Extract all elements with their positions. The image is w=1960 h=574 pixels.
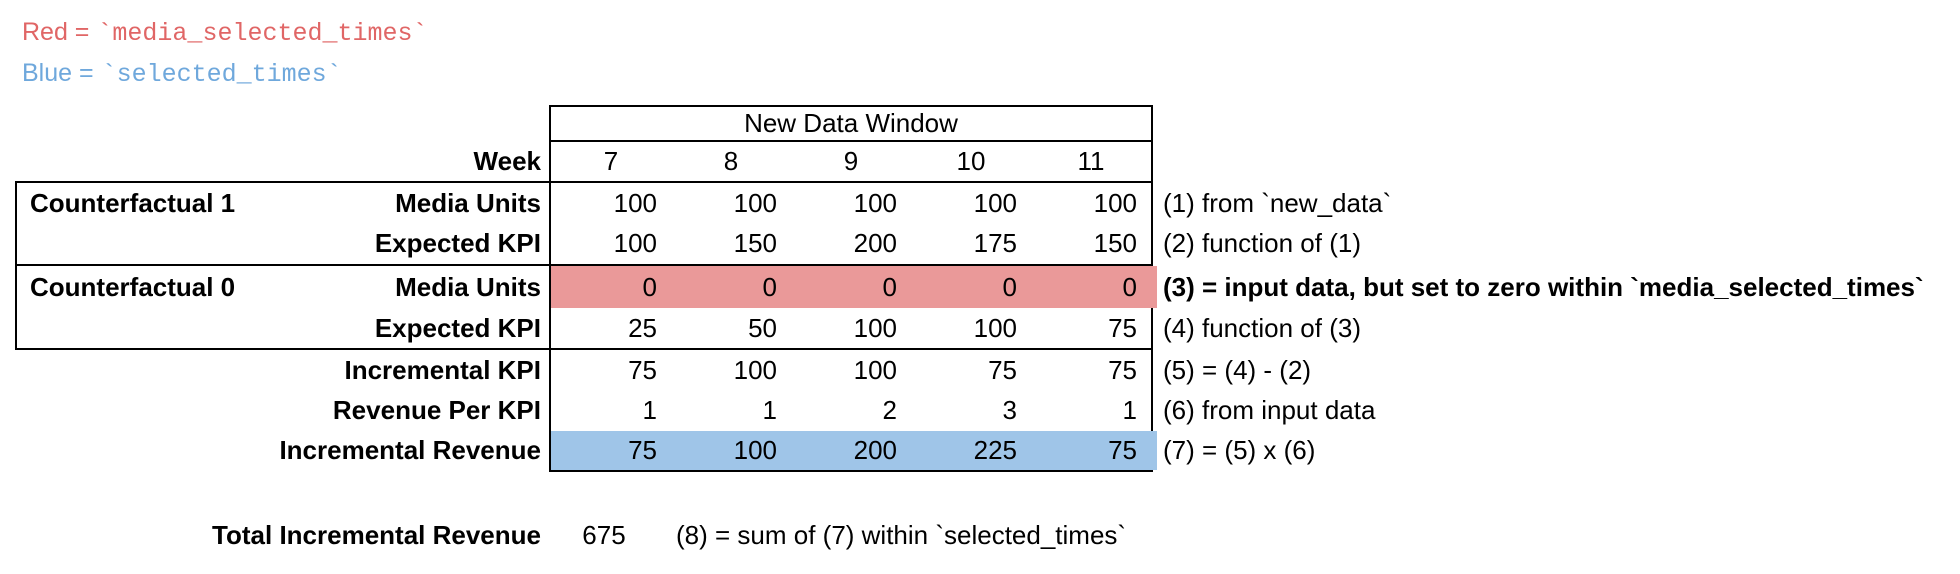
table-header: New Data Window — [744, 108, 958, 138]
table-cell: 100 — [1093, 187, 1137, 218]
row-label: Revenue Per KPI — [332, 395, 541, 425]
table-cell: 225 — [973, 435, 1017, 465]
table-cell: 75 — [1108, 354, 1137, 385]
table-cell: 200 — [853, 228, 897, 258]
row-label: Media Units — [395, 187, 541, 218]
row-annotation: (2) function of (1) — [1163, 228, 1361, 258]
legend-red-label: Red = — [22, 18, 90, 46]
legend-red-line: Red = `media_selected_times` — [22, 18, 427, 48]
row-label: Expected KPI — [374, 228, 541, 258]
row-annotation: (5) = (4) - (2) — [1163, 354, 1312, 385]
table-row: 75 100 100 75 75 — [551, 350, 1151, 390]
row-annotation: (6) from input data — [1163, 395, 1376, 425]
table-cell: 1 — [642, 395, 657, 425]
week-number: 8 — [723, 146, 739, 176]
total-label: Total Incremental Revenue — [212, 519, 541, 550]
section-box-left-border — [15, 181, 17, 350]
legend-blue-line: Blue = `selected_times` — [22, 59, 342, 89]
table-cell: 0 — [882, 271, 897, 302]
table-cell: 100 — [853, 187, 897, 218]
row-annotation: (3) = input data, but set to zero within… — [1163, 271, 1924, 302]
table-cell: 0 — [642, 271, 657, 302]
table-row-highlighted-blue: 75 100 200 225 75 — [551, 431, 1151, 470]
table-cell: 3 — [1002, 395, 1017, 425]
table-row: 100 150 200 175 150 — [551, 223, 1151, 264]
table-border-top — [549, 105, 1153, 107]
table-cell: 100 — [853, 354, 897, 385]
table-border-week-bottom — [15, 181, 1153, 183]
row-annotation: (1) from `new_data` — [1163, 187, 1392, 218]
table-cell: 0 — [762, 271, 777, 302]
table-cell: 75 — [628, 354, 657, 385]
table-border-cf-split — [15, 264, 1153, 266]
row-label: Media Units — [395, 271, 541, 302]
table-cell: 75 — [988, 354, 1017, 385]
total-annotation: (8) = sum of (7) within `selected_times` — [676, 519, 1127, 550]
row-label: Expected KPI — [374, 312, 541, 343]
table-row-highlighted-red: 0 0 0 0 0 — [551, 266, 1151, 308]
table-cell: 0 — [1122, 271, 1137, 302]
row-annotation: (4) function of (3) — [1163, 312, 1361, 343]
table-cell: 75 — [628, 435, 657, 465]
legend-red-code: `media_selected_times` — [97, 19, 428, 48]
row-annotation: (7) = (5) x (6) — [1163, 435, 1316, 465]
table-cell: 200 — [853, 435, 897, 465]
table-row: 1 1 2 3 1 — [551, 390, 1151, 431]
table-row: 25 50 100 100 75 — [551, 308, 1151, 348]
table-cell: 100 — [973, 187, 1017, 218]
table-cell: 75 — [1108, 312, 1137, 343]
total-value: 675 — [582, 519, 626, 550]
row-label: Incremental Revenue — [279, 435, 541, 465]
week-number-row: 7 8 9 10 11 — [551, 142, 1151, 181]
table-row: 100 100 100 100 100 — [551, 183, 1151, 223]
table-border-bottom — [549, 470, 1153, 472]
section-label-counterfactual-0: Counterfactual 0 — [30, 271, 236, 302]
week-number: 10 — [956, 146, 986, 176]
week-number: 7 — [603, 146, 619, 176]
week-number: 9 — [843, 146, 859, 176]
table-cell: 1 — [1122, 395, 1137, 425]
table-cell: 150 — [1093, 228, 1137, 258]
legend-blue-label: Blue = — [22, 59, 94, 87]
table-cell: 150 — [733, 228, 777, 258]
table-border-cf0-bottom — [15, 348, 1153, 350]
table-cell: 100 — [733, 187, 777, 218]
table-cell: 2 — [882, 395, 897, 425]
week-row-label: Week — [473, 146, 541, 176]
table-cell: 1 — [762, 395, 777, 425]
section-label-counterfactual-1: Counterfactual 1 — [30, 187, 236, 218]
table-cell: 100 — [613, 187, 657, 218]
table-border-header-bottom — [549, 140, 1153, 142]
table-cell: 75 — [1108, 435, 1137, 465]
week-number: 11 — [1077, 146, 1105, 176]
table-cell: 100 — [733, 354, 777, 385]
table-cell: 25 — [628, 312, 657, 343]
table-cell: 100 — [973, 312, 1017, 343]
selected-times-highlight — [551, 431, 1157, 470]
legend-blue-code: `selected_times` — [101, 60, 342, 89]
table-border-left — [549, 105, 551, 472]
table-cell: 0 — [1002, 271, 1017, 302]
table-cell: 175 — [973, 228, 1017, 258]
table-cell: 100 — [613, 228, 657, 258]
media-selected-times-highlight — [551, 266, 1157, 308]
table-cell: 100 — [733, 435, 777, 465]
table-cell: 100 — [853, 312, 897, 343]
row-label: Incremental KPI — [344, 354, 541, 385]
table-cell: 50 — [748, 312, 777, 343]
